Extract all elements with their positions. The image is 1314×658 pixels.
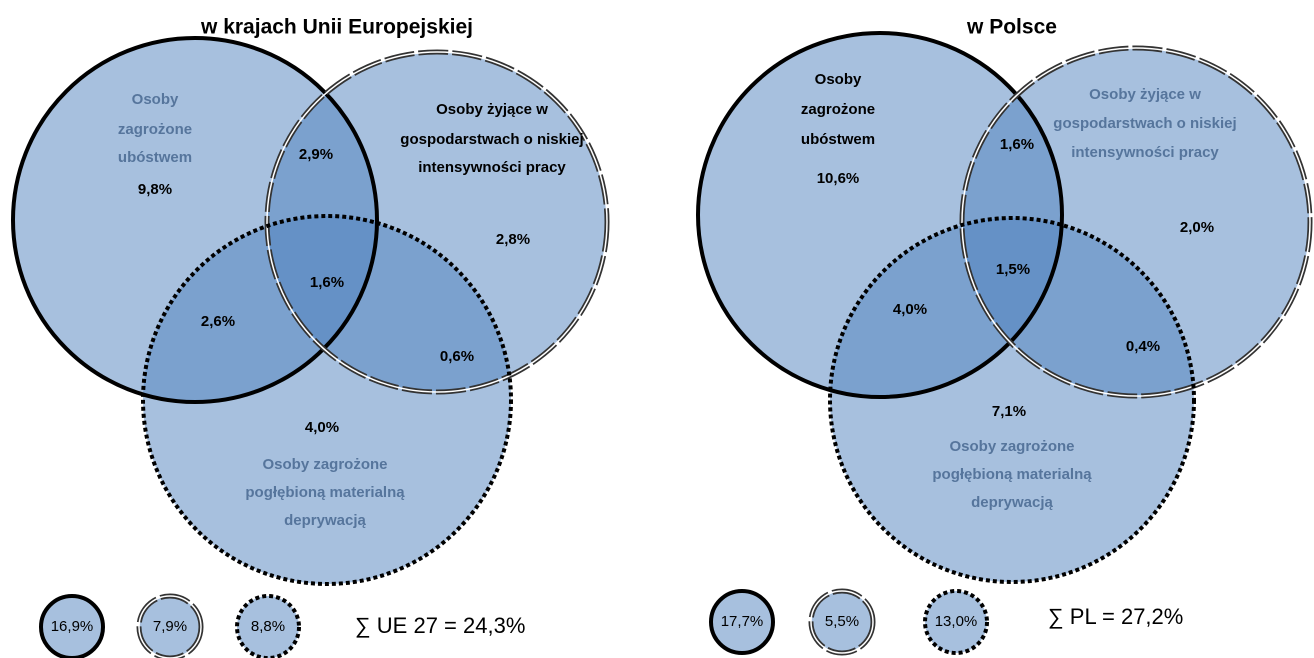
legend-circle	[811, 591, 873, 653]
legend-circle-outline	[39, 594, 105, 658]
legend-circle	[41, 596, 103, 658]
total: ∑ UE 27 = 24,3%	[355, 613, 525, 638]
legend-circle-outline-inner	[810, 590, 874, 654]
set-label: gospodarstwach o niskiej	[1053, 115, 1236, 132]
legend-value: 8,8%	[251, 618, 285, 635]
region-value: 2,0%	[1180, 219, 1214, 236]
legend-circle-outline-inner	[138, 595, 202, 658]
set-label: intensywności pracy	[1071, 144, 1219, 161]
set-label: Osoby	[815, 71, 862, 88]
set-label: Osoby zagrożone	[949, 438, 1074, 455]
set-label: Osoby żyjące w	[436, 101, 548, 118]
set-label: deprywacją	[284, 512, 366, 529]
region-value: 7,1%	[992, 403, 1026, 420]
legend-circle-outline	[923, 589, 989, 655]
legend-value: 16,9%	[51, 618, 94, 635]
set-label: Osoby żyjące w	[1089, 86, 1201, 103]
region-value: 2,9%	[299, 146, 333, 163]
region-value: 1,6%	[310, 274, 344, 291]
set-label: Osoby	[132, 91, 179, 108]
set-label: gospodarstwach o niskiej	[400, 131, 583, 148]
set-label: ubóstwem	[801, 131, 875, 148]
legend-value: 13,0%	[935, 613, 978, 630]
set-circle-outline	[141, 214, 513, 586]
legend-value: 7,9%	[153, 618, 187, 635]
set-label: pogłębioną materialną	[245, 484, 405, 501]
set-label: intensywności pracy	[418, 159, 566, 176]
legend-circle	[139, 596, 201, 658]
set-label: Osoby zagrożone	[262, 456, 387, 473]
set-circle	[830, 218, 1194, 582]
set-circle-outline-inner	[961, 47, 1311, 397]
set-circle-outline-inner	[266, 51, 608, 393]
legend-circle	[237, 596, 299, 658]
legend-circle	[925, 591, 987, 653]
set-label: ubóstwem	[118, 149, 192, 166]
region-value: 4,0%	[305, 419, 339, 436]
region-value: 1,6%	[1000, 136, 1034, 153]
region-value: 0,6%	[440, 348, 474, 365]
region-value: 9,8%	[138, 181, 172, 198]
legend-circle-outline	[235, 594, 301, 658]
region-value: 2,8%	[496, 231, 530, 248]
panel-title: w Polsce	[966, 16, 1057, 39]
set-circle-outline	[696, 31, 1064, 399]
legend-circle	[711, 591, 773, 653]
set-label: pogłębioną materialną	[932, 466, 1092, 483]
set-circle	[143, 216, 511, 584]
panel-title: w krajach Unii Europejskiej	[200, 16, 473, 39]
region-value: 2,6%	[201, 313, 235, 330]
total: ∑ PL = 27,2%	[1048, 604, 1183, 629]
region-value: 4,0%	[893, 301, 927, 318]
region-value: 10,6%	[817, 170, 860, 187]
legend-value: 5,5%	[825, 613, 859, 630]
set-label: zagrożone	[118, 121, 192, 138]
set-circle-outline	[828, 216, 1196, 584]
legend-circle-outline	[709, 589, 775, 655]
set-label: deprywacją	[971, 494, 1053, 511]
set-circle-outline	[11, 36, 379, 404]
region-value: 0,4%	[1126, 338, 1160, 355]
set-label: zagrożone	[801, 101, 875, 118]
legend-value: 17,7%	[721, 613, 764, 630]
region-value: 1,5%	[996, 261, 1030, 278]
